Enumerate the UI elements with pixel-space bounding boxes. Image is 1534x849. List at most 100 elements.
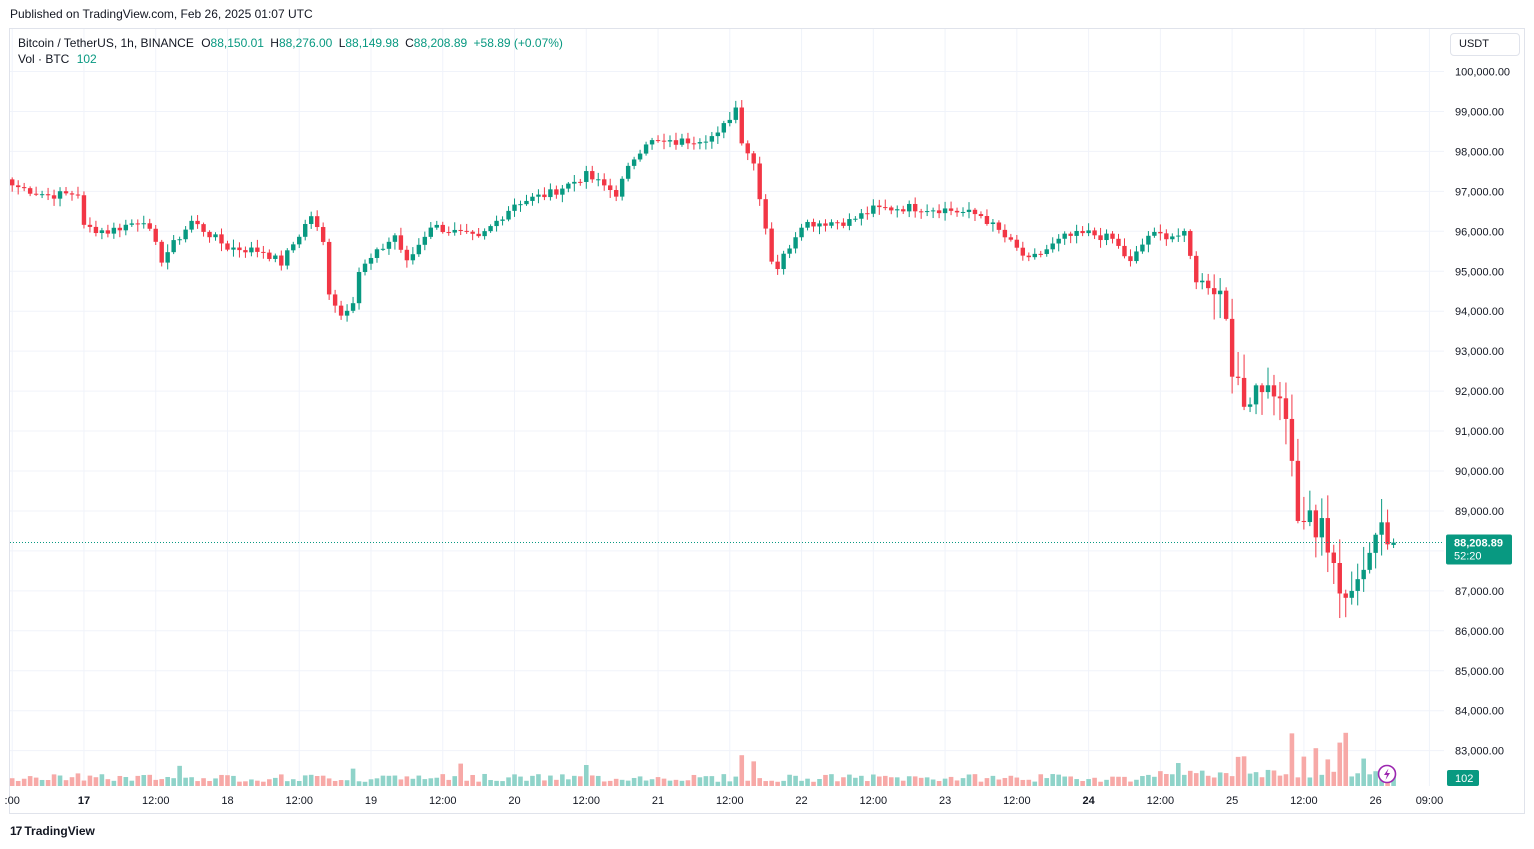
candle: [398, 227, 404, 253]
volume-bar: [1104, 779, 1109, 786]
price-tick-label: 99,000.00: [1455, 106, 1504, 118]
volume-bar: [135, 775, 141, 786]
volume-bar: [279, 774, 284, 786]
volume-bar: [793, 775, 798, 786]
candle: [356, 267, 362, 310]
volume-bar: [1086, 779, 1091, 786]
candle: [781, 250, 786, 275]
time-tick-label: 23: [939, 795, 951, 807]
candles: [10, 100, 1396, 619]
candle: [637, 149, 643, 162]
candle: [751, 150, 756, 171]
price-tick-label: 98,000.00: [1455, 146, 1504, 158]
volume-bar: [1158, 771, 1163, 786]
volume-bar: [123, 777, 129, 786]
volume-bar: [739, 755, 745, 786]
candle: [129, 219, 134, 227]
volume-bar: [111, 780, 117, 786]
change-value: +58.89 (+0.07%): [473, 36, 563, 50]
volume-bar: [1152, 776, 1157, 786]
candle: [207, 230, 212, 243]
volume-bar: [1325, 759, 1331, 786]
volume-bar: [1229, 776, 1235, 786]
volume-bar: [655, 777, 661, 786]
volume-bar: [21, 778, 27, 786]
volume-bar: [171, 778, 176, 786]
candle: [165, 244, 170, 270]
volume-bar: [404, 776, 410, 786]
low-label: L: [338, 36, 346, 50]
volume-bar: [751, 761, 757, 786]
candle: [912, 197, 918, 218]
volume-bar: [368, 779, 374, 786]
volume-bar: [918, 777, 924, 786]
candle: [1020, 241, 1026, 261]
volume-bar: [1289, 733, 1295, 786]
candle: [1158, 224, 1163, 241]
candle: [1259, 383, 1265, 415]
chart-legend: Bitcoin / TetherUS, 1h, BINANCE O88,150.…: [18, 35, 563, 67]
volume-bar: [572, 775, 577, 786]
volume-bar: [129, 780, 135, 786]
candle: [625, 162, 631, 182]
volume-bar: [1032, 781, 1038, 786]
volume-bar: [1253, 772, 1259, 786]
volume-bar: [392, 775, 398, 786]
candle: [237, 242, 242, 258]
candle: [1140, 238, 1145, 254]
volume-bar: [237, 781, 242, 786]
volume-value: 102: [76, 52, 97, 66]
candle: [799, 223, 804, 241]
candle: [374, 247, 380, 263]
candle: [596, 172, 601, 187]
candle: [446, 226, 451, 236]
candle: [105, 224, 111, 238]
candle: [117, 223, 123, 238]
candle: [859, 208, 864, 226]
candle: [39, 190, 45, 199]
candle: [871, 199, 876, 218]
candle: [1349, 571, 1354, 605]
candle: [655, 135, 661, 143]
candle: [273, 253, 278, 263]
volume-bar: [960, 778, 966, 786]
candle: [918, 208, 924, 219]
candle: [309, 211, 314, 229]
last-price-label: 88,208.89: [1454, 538, 1503, 550]
volume-bar: [440, 774, 446, 786]
candle: [285, 248, 290, 270]
price-tick-label: 86,000.00: [1455, 626, 1504, 638]
candle: [1289, 394, 1295, 477]
candle: [602, 173, 607, 191]
candle: [506, 206, 511, 222]
volume-bar: [1355, 773, 1360, 786]
symbol-title[interactable]: Bitcoin / TetherUS, 1h, BINANCE: [18, 36, 194, 50]
price-tick-label: 90,000.00: [1455, 466, 1504, 478]
candle: [213, 232, 218, 241]
candle: [817, 220, 822, 235]
currency-button[interactable]: USDT: [1450, 33, 1520, 56]
candle: [320, 222, 326, 246]
volume-bar: [524, 780, 529, 786]
candle: [27, 186, 33, 197]
candle: [344, 304, 350, 322]
candle: [679, 133, 685, 147]
volume-bar: [356, 781, 362, 786]
lightning-icon[interactable]: [1377, 764, 1397, 784]
volume-bar: [930, 779, 936, 786]
volume-label[interactable]: Vol · BTC: [18, 52, 70, 66]
candle: [835, 220, 840, 230]
volume-bar: [990, 775, 996, 786]
price-tick-label: 85,000.00: [1455, 666, 1504, 678]
volume-bar: [1122, 776, 1127, 786]
volume-bar: [894, 777, 900, 786]
candle: [613, 185, 619, 202]
volume-bar: [1295, 777, 1301, 786]
volume-bar: [835, 781, 840, 786]
tradingview-logo[interactable]: 17 TradingView: [10, 824, 95, 838]
candle: [1319, 498, 1325, 556]
candle: [853, 216, 858, 222]
candle: [63, 186, 69, 196]
volume-bar: [1116, 776, 1121, 786]
